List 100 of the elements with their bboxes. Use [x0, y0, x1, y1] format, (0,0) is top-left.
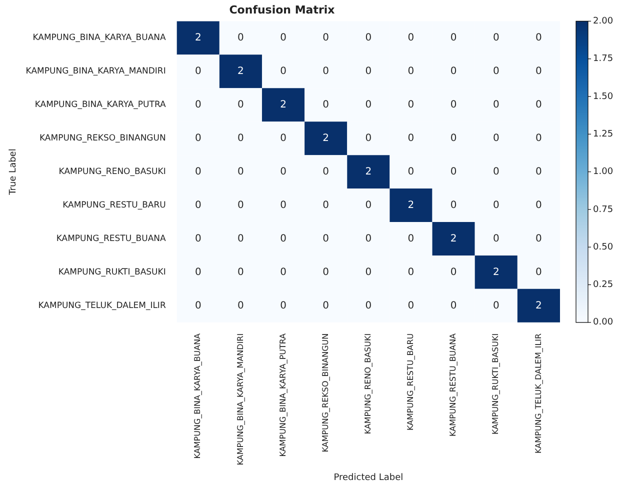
data-label: 0 — [280, 266, 286, 278]
data-label: 0 — [194, 166, 202, 178]
data-label: 2 — [365, 166, 372, 178]
data-label: 0 — [365, 266, 372, 278]
data-label: 0 — [322, 300, 330, 312]
data-label: 0 — [238, 32, 244, 44]
x-tick-label: KAMPUNG_TELUK_DALEM_ILIR — [534, 332, 543, 454]
data-label: 0 — [492, 66, 500, 77]
data-label: 0 — [536, 200, 542, 211]
data-label: 0 — [194, 300, 202, 312]
data-label: 0 — [194, 200, 202, 211]
y-tick-label: KAMPUNG_BINA_KARYA_PUTRA — [34, 100, 166, 110]
data-label: 2 — [492, 266, 500, 278]
data-label: 0 — [492, 300, 500, 312]
data-label: 0 — [365, 200, 372, 211]
data-label: 0 — [365, 32, 372, 44]
data-label: 0 — [322, 66, 330, 77]
data-label: 0 — [492, 166, 500, 178]
data-label: 0 — [238, 300, 244, 312]
data-label: 0 — [536, 32, 542, 44]
data-label: 0 — [365, 233, 372, 244]
data-label: 0 — [194, 266, 202, 278]
data-label: 0 — [280, 300, 286, 312]
data-label: 0 — [365, 99, 372, 110]
data-label: 0 — [238, 166, 244, 178]
y-tick-label: KAMPUNG_REKSO_BINANGUN — [40, 134, 166, 144]
data-label: 0 — [492, 200, 500, 211]
data-label: 0 — [408, 166, 414, 178]
data-label: 0 — [536, 266, 542, 278]
data-label: 0 — [450, 200, 457, 211]
data-label: 2 — [450, 233, 457, 244]
y-tick-label: KAMPUNG_RUKTI_BASUKI — [58, 267, 166, 278]
data-label: 0 — [194, 233, 202, 244]
data-label: 0 — [322, 200, 330, 211]
x-tick-label: KAMPUNG_RENO_BASUKI — [364, 333, 372, 434]
data-label: 0 — [194, 132, 202, 144]
y-tick-label: KAMPUNG_RENO_BASUKI — [58, 167, 166, 177]
y-tick-label: KAMPUNG_BINA_KARYA_MANDIRI — [26, 66, 166, 77]
data-label: 0 — [238, 132, 244, 144]
data-label: 0 — [280, 200, 286, 211]
y-tick-label: KAMPUNG_RESTU_BARU — [62, 200, 166, 210]
data-label: 0 — [450, 99, 457, 110]
data-label: 0 — [492, 233, 500, 244]
data-label: 0 — [365, 132, 372, 144]
data-label: 0 — [536, 233, 542, 244]
data-label: 2 — [238, 66, 244, 77]
data-label: 0 — [450, 266, 457, 278]
color-bar-label: 0.50 — [593, 242, 614, 252]
y-tick-label: KAMPUNG_BINA_KARYA_BUANA — [32, 33, 166, 44]
data-label: 0 — [280, 132, 286, 144]
data-label: 0 — [280, 32, 286, 44]
chart-title: Confusion Matrix — [229, 3, 335, 16]
color-bar-label: 1.00 — [593, 167, 614, 178]
data-label: 0 — [322, 32, 330, 44]
data-label: 0 — [408, 99, 414, 110]
color-bar-label: 1.50 — [593, 92, 614, 102]
data-label: 2 — [322, 132, 330, 144]
x-tick-label: KAMPUNG_RESTU_BUANA — [448, 332, 458, 436]
data-label: 0 — [238, 233, 244, 244]
data-label: 2 — [194, 32, 202, 44]
data-label: 0 — [492, 132, 500, 144]
data-label: 0 — [322, 233, 330, 244]
data-label: 0 — [322, 166, 330, 178]
data-label: 0 — [322, 266, 330, 278]
data-label: 2 — [280, 99, 286, 110]
data-label: 0 — [536, 99, 542, 110]
data-label: 0 — [280, 166, 286, 178]
color-bar-label: 0.75 — [593, 204, 614, 215]
data-label: 2 — [536, 300, 542, 312]
data-label: 0 — [238, 99, 244, 110]
data-label: 0 — [322, 99, 330, 110]
data-label: 0 — [450, 166, 457, 178]
x-tick-label: KAMPUNG_REKSO_BINANGUN — [320, 333, 330, 452]
data-label: 0 — [450, 32, 457, 44]
x-tick-label: KAMPUNG_BINA_KARYA_PUTRA — [278, 332, 288, 457]
data-label: 0 — [450, 300, 457, 312]
y-tick-label: KAMPUNG_TELUK_DALEM_ILIR — [38, 300, 166, 311]
data-label: 0 — [408, 132, 414, 144]
data-label: 0 — [536, 132, 542, 144]
data-label: 0 — [194, 66, 202, 77]
data-label: 0 — [492, 99, 500, 110]
color-bar-label: 2.00 — [593, 16, 614, 27]
data-label: 0 — [492, 32, 500, 44]
y-axis-title: True Label — [8, 148, 19, 196]
data-label: 0 — [408, 266, 414, 278]
data-label: 0 — [408, 32, 414, 44]
data-label: 0 — [194, 99, 202, 110]
data-label: 0 — [238, 200, 244, 211]
data-label: 0 — [280, 66, 286, 77]
data-label: 0 — [536, 66, 542, 77]
data-label: 0 — [536, 166, 542, 178]
y-tick-label: KAMPUNG_RESTU_BUANA — [56, 234, 166, 244]
data-label: 0 — [408, 233, 414, 244]
data-label: 0 — [450, 132, 457, 144]
data-label: 0 — [238, 266, 244, 278]
x-tick-label: KAMPUNG_RUKTI_BASUKI — [491, 333, 500, 435]
color-bar-label: 1.75 — [593, 54, 614, 64]
x-tick-label: KAMPUNG_RESTU_BARU — [406, 333, 416, 431]
data-label: 0 — [450, 66, 457, 77]
color-bar-label: 0.00 — [593, 318, 614, 328]
